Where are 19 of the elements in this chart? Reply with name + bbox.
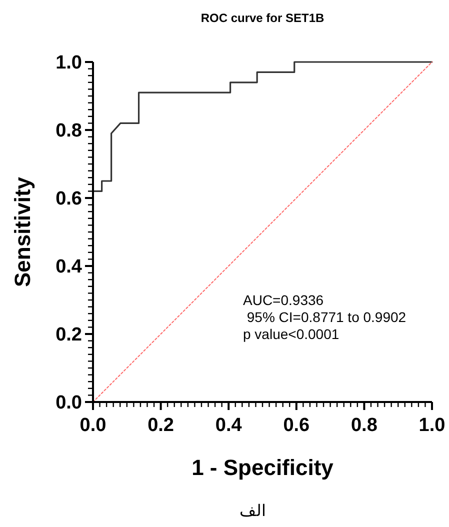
x-tick-label: 1.0 xyxy=(418,415,446,436)
y-tick-label: 0.0 xyxy=(56,392,82,414)
y-axis-title: Sensitivity xyxy=(10,176,35,288)
text: الف xyxy=(240,503,266,520)
x-tick-label: 0.6 xyxy=(283,415,310,436)
x-axis-title: 1 - Specificity xyxy=(192,455,334,480)
annotation: p value<0.0001 xyxy=(243,326,340,342)
y-tick-label: 0.8 xyxy=(56,120,82,142)
annotation: AUC=0.9336 xyxy=(243,292,324,308)
x-tick-label: 0.4 xyxy=(215,415,242,436)
y-tick-label: 0.4 xyxy=(56,256,82,278)
chart-title: ROC curve for SET1B xyxy=(200,11,325,25)
y-tick-label: 0.6 xyxy=(56,188,82,210)
y-tick-label: 0.2 xyxy=(56,324,82,346)
x-tick-label: 0.8 xyxy=(350,415,378,436)
x-tick-label: 0.0 xyxy=(80,415,106,436)
y-tick-label: 1.0 xyxy=(56,52,82,74)
x-tick-label: 0.2 xyxy=(148,415,174,436)
annotation: 95% CI=0.8771 to 0.9902 xyxy=(243,309,406,325)
